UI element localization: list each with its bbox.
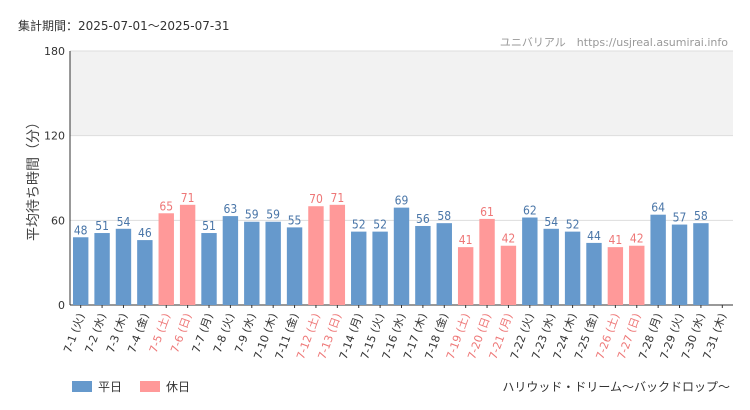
value-label-26: 41	[609, 233, 623, 247]
legend: 平日 休日	[72, 378, 208, 395]
bar-18	[436, 223, 452, 305]
value-label-12: 70	[309, 192, 323, 206]
bar-2	[94, 233, 110, 305]
bar-7	[201, 233, 217, 305]
value-label-11: 55	[288, 213, 302, 227]
bar-5	[158, 213, 174, 305]
upper-band	[70, 51, 733, 136]
bar-6	[179, 204, 196, 305]
value-label-13: 71	[330, 191, 344, 205]
value-label-21: 42	[502, 232, 516, 246]
bar-27	[629, 245, 645, 305]
legend-item-holiday[interactable]: 休日	[140, 378, 190, 395]
bar-11	[286, 227, 303, 305]
bar-3	[115, 228, 132, 305]
bar-1	[72, 237, 89, 305]
value-label-23: 54	[544, 215, 558, 229]
value-label-16: 69	[395, 194, 409, 208]
value-label-4: 46	[138, 226, 152, 240]
value-label-29: 57	[673, 211, 687, 225]
legend-label-weekday: 平日	[98, 380, 123, 394]
value-label-8: 63	[224, 202, 238, 216]
bar-29	[671, 224, 688, 305]
bar-26	[607, 247, 624, 305]
bar-13	[329, 204, 346, 305]
value-label-10: 59	[266, 208, 280, 222]
bar-9	[244, 221, 260, 305]
y-tick-label-120: 120	[44, 130, 65, 143]
bar-24	[564, 231, 581, 305]
value-label-2: 51	[95, 219, 109, 233]
value-label-6: 71	[181, 191, 195, 205]
value-label-22: 62	[523, 204, 537, 218]
y-tick-label-180: 180	[44, 45, 65, 58]
value-label-9: 59	[245, 208, 259, 222]
value-label-1: 48	[74, 223, 88, 237]
legend-swatch-weekday	[72, 381, 92, 392]
bar-8	[222, 216, 239, 305]
y-tick-label-60: 60	[51, 214, 65, 227]
bar-4	[137, 240, 153, 305]
bar-21	[500, 245, 517, 305]
y-tick-label-0: 0	[58, 299, 65, 312]
legend-label-holiday: 休日	[166, 380, 191, 394]
y-axis-title: 平均待ち時間（分）	[26, 115, 42, 241]
value-label-24: 52	[566, 218, 580, 232]
value-label-5: 65	[159, 199, 173, 213]
legend-swatch-holiday	[140, 381, 161, 392]
bar-14	[351, 231, 367, 305]
bar-23	[543, 228, 559, 305]
bar-28	[650, 214, 666, 305]
bar-10	[265, 221, 281, 305]
value-label-20: 61	[480, 205, 494, 219]
value-label-14: 52	[352, 218, 366, 232]
value-label-18: 58	[437, 209, 451, 223]
bar-25	[586, 242, 602, 305]
bar-20	[479, 218, 495, 305]
bar-19	[457, 247, 474, 305]
bar-30	[693, 223, 709, 305]
value-label-27: 42	[630, 232, 644, 246]
value-label-19: 41	[459, 233, 473, 247]
bar-22	[522, 217, 538, 305]
bar-16	[393, 207, 410, 305]
value-label-15: 52	[373, 218, 387, 232]
value-label-28: 64	[651, 201, 665, 215]
value-label-3: 54	[117, 215, 131, 229]
bar-12	[308, 206, 324, 305]
value-label-30: 58	[694, 209, 708, 223]
legend-item-weekday[interactable]: 平日	[72, 378, 122, 395]
bar-17	[415, 225, 431, 305]
value-label-17: 56	[416, 212, 430, 226]
value-label-25: 44	[587, 229, 601, 243]
value-label-7: 51	[202, 219, 216, 233]
source-credit: ユニバリアル https://usjreal.asumirai.info	[499, 36, 728, 49]
bar-15	[372, 231, 388, 305]
period-label: 集計期間：2025-07-01～2025-07-31	[18, 19, 230, 33]
attraction-name: ハリウッド・ドリーム～バックドロップ～	[502, 380, 730, 394]
